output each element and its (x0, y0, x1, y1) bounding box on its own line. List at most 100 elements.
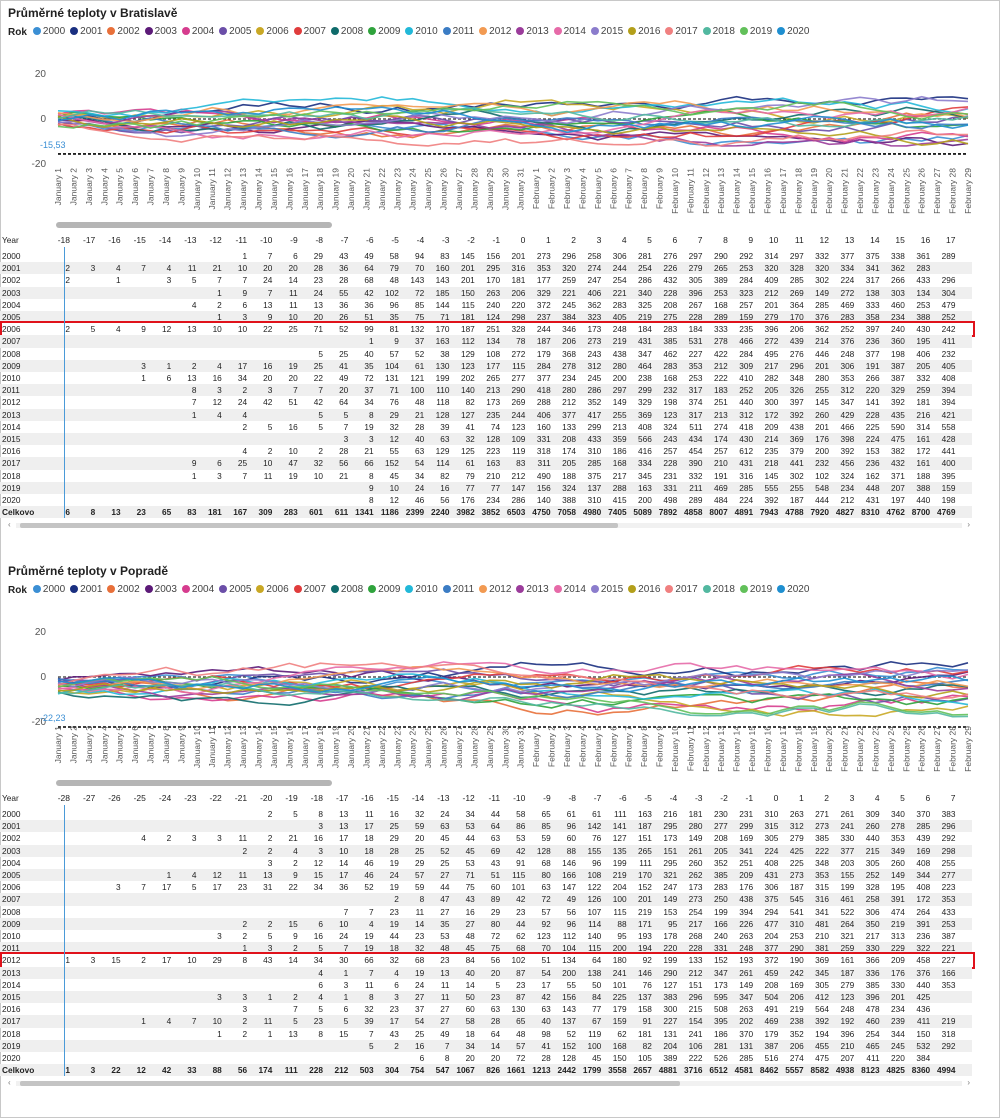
column-header[interactable]: -6 (366, 235, 374, 245)
column-header[interactable]: -20 (260, 793, 273, 803)
column-header[interactable]: -9 (290, 235, 298, 245)
scroll-left-icon[interactable]: ‹ (8, 1078, 11, 1088)
header-label[interactable]: Year (2, 235, 19, 245)
legend-item-2013[interactable]: 2013 (516, 26, 549, 37)
legend-item-2002[interactable]: 2002 (107, 26, 140, 37)
legend-item-2016[interactable]: 2016 (628, 584, 660, 595)
table-scrollbar[interactable]: ‹ › (8, 521, 970, 529)
legend-item-2001[interactable]: 2001 (70, 584, 102, 595)
column-header[interactable]: -4 (416, 235, 425, 245)
column-header[interactable]: 14 (870, 235, 880, 245)
column-header[interactable]: -3 (441, 235, 450, 245)
legend-item-2015[interactable]: 2015 (590, 26, 623, 37)
column-header[interactable]: 1 (798, 793, 804, 803)
header-label[interactable]: Year (2, 793, 19, 803)
scroll-thumb[interactable] (20, 523, 618, 529)
legend-item-2006[interactable]: 2006 (256, 26, 289, 37)
column-header[interactable]: -15 (133, 235, 146, 245)
scroll-thumb[interactable] (20, 1081, 680, 1087)
legend-item-2010[interactable]: 2010 (405, 584, 438, 595)
column-header[interactable]: -23 (184, 793, 197, 803)
column-header[interactable]: -14 (411, 793, 425, 803)
legend-item-2004[interactable]: 2004 (181, 584, 214, 595)
legend-item-2016[interactable]: 2016 (628, 26, 660, 37)
column-header[interactable]: -9 (543, 793, 551, 803)
legend-item-2019[interactable]: 2019 (739, 584, 772, 595)
column-header[interactable]: 3 (596, 235, 602, 245)
legend-item-2003[interactable]: 2003 (144, 26, 177, 37)
column-header[interactable]: 13 (844, 235, 855, 245)
legend-item-2007[interactable]: 2007 (293, 584, 326, 595)
column-header[interactable]: -1 (745, 793, 754, 803)
legend-item-2010[interactable]: 2010 (405, 26, 438, 37)
column-header[interactable]: 2 (571, 235, 576, 245)
legend-item-2012[interactable]: 2012 (479, 584, 511, 595)
column-header[interactable]: -28 (57, 793, 70, 803)
legend-item-2001[interactable]: 2001 (70, 26, 102, 37)
legend-item-2003[interactable]: 2003 (144, 584, 177, 595)
column-header[interactable]: -12 (462, 793, 475, 803)
column-header[interactable]: -15 (386, 793, 399, 803)
legend-item-2012[interactable]: 2012 (479, 26, 511, 37)
legend-item-2014[interactable]: 2014 (553, 584, 586, 595)
column-header[interactable]: -19 (285, 793, 298, 803)
column-header[interactable]: -14 (158, 235, 172, 245)
legend-item-2009[interactable]: 2009 (368, 26, 400, 37)
column-header[interactable]: -5 (644, 793, 652, 803)
column-header[interactable]: -4 (669, 793, 678, 803)
column-header[interactable]: -16 (108, 235, 121, 245)
column-header[interactable]: 5 (647, 235, 652, 245)
column-header[interactable]: -3 (694, 793, 703, 803)
legend-item-2006[interactable]: 2006 (256, 584, 289, 595)
legend-item-2020[interactable]: 2020 (777, 26, 809, 37)
legend-item-2005[interactable]: 2005 (219, 584, 251, 595)
column-header[interactable]: -10 (513, 793, 526, 803)
column-header[interactable]: -17 (83, 235, 96, 245)
scroll-right-icon[interactable]: › (967, 520, 970, 530)
column-header[interactable]: -18 (310, 793, 323, 803)
legend-item-2008[interactable]: 2008 (330, 584, 363, 595)
legend-item-2002[interactable]: 2002 (107, 584, 140, 595)
column-header[interactable]: -13 (184, 235, 197, 245)
legend-item-2017[interactable]: 2017 (665, 584, 698, 595)
column-header[interactable]: -18 (57, 235, 70, 245)
legend-item-2008[interactable]: 2008 (330, 26, 363, 37)
table-scrollbar[interactable]: ‹ › (8, 1079, 970, 1087)
column-header[interactable]: 7 (950, 793, 956, 803)
scroll-left-icon[interactable]: ‹ (8, 520, 11, 530)
legend-item-2014[interactable]: 2014 (553, 26, 586, 37)
column-header[interactable]: -25 (133, 793, 146, 803)
column-header[interactable]: -1 (492, 235, 501, 245)
column-header[interactable]: -7 (340, 235, 349, 245)
column-header[interactable]: -2 (720, 793, 728, 803)
column-header[interactable]: -12 (209, 235, 222, 245)
column-header[interactable]: -7 (593, 793, 602, 803)
legend-item-2005[interactable]: 2005 (219, 26, 251, 37)
column-header[interactable]: -5 (391, 235, 399, 245)
column-header[interactable]: -27 (83, 793, 96, 803)
scroll-right-icon[interactable]: › (967, 1078, 970, 1088)
column-header[interactable]: 16 (920, 235, 931, 245)
legend-item-2011[interactable]: 2011 (442, 584, 474, 595)
column-header[interactable]: -8 (315, 235, 323, 245)
column-header[interactable]: -2 (467, 235, 475, 245)
legend-item-2018[interactable]: 2018 (702, 26, 735, 37)
column-header[interactable]: 12 (819, 235, 829, 245)
column-header[interactable]: 5 (900, 793, 905, 803)
column-header[interactable]: -8 (568, 793, 576, 803)
column-header[interactable]: 15 (895, 235, 905, 245)
legend-item-2019[interactable]: 2019 (739, 26, 772, 37)
legend-item-2007[interactable]: 2007 (293, 26, 326, 37)
column-header[interactable]: -6 (619, 793, 627, 803)
column-header[interactable]: 6 (925, 793, 931, 803)
legend-item-2015[interactable]: 2015 (590, 584, 623, 595)
column-header[interactable]: 4 (621, 235, 627, 245)
column-header[interactable]: 3 (849, 793, 855, 803)
column-header[interactable]: 4 (874, 793, 880, 803)
column-header[interactable]: 7 (697, 235, 703, 245)
column-header[interactable]: -24 (158, 793, 172, 803)
column-header[interactable]: 2 (824, 793, 829, 803)
column-header[interactable]: -26 (108, 793, 121, 803)
column-header[interactable]: -17 (336, 793, 349, 803)
legend-item-2004[interactable]: 2004 (181, 26, 214, 37)
